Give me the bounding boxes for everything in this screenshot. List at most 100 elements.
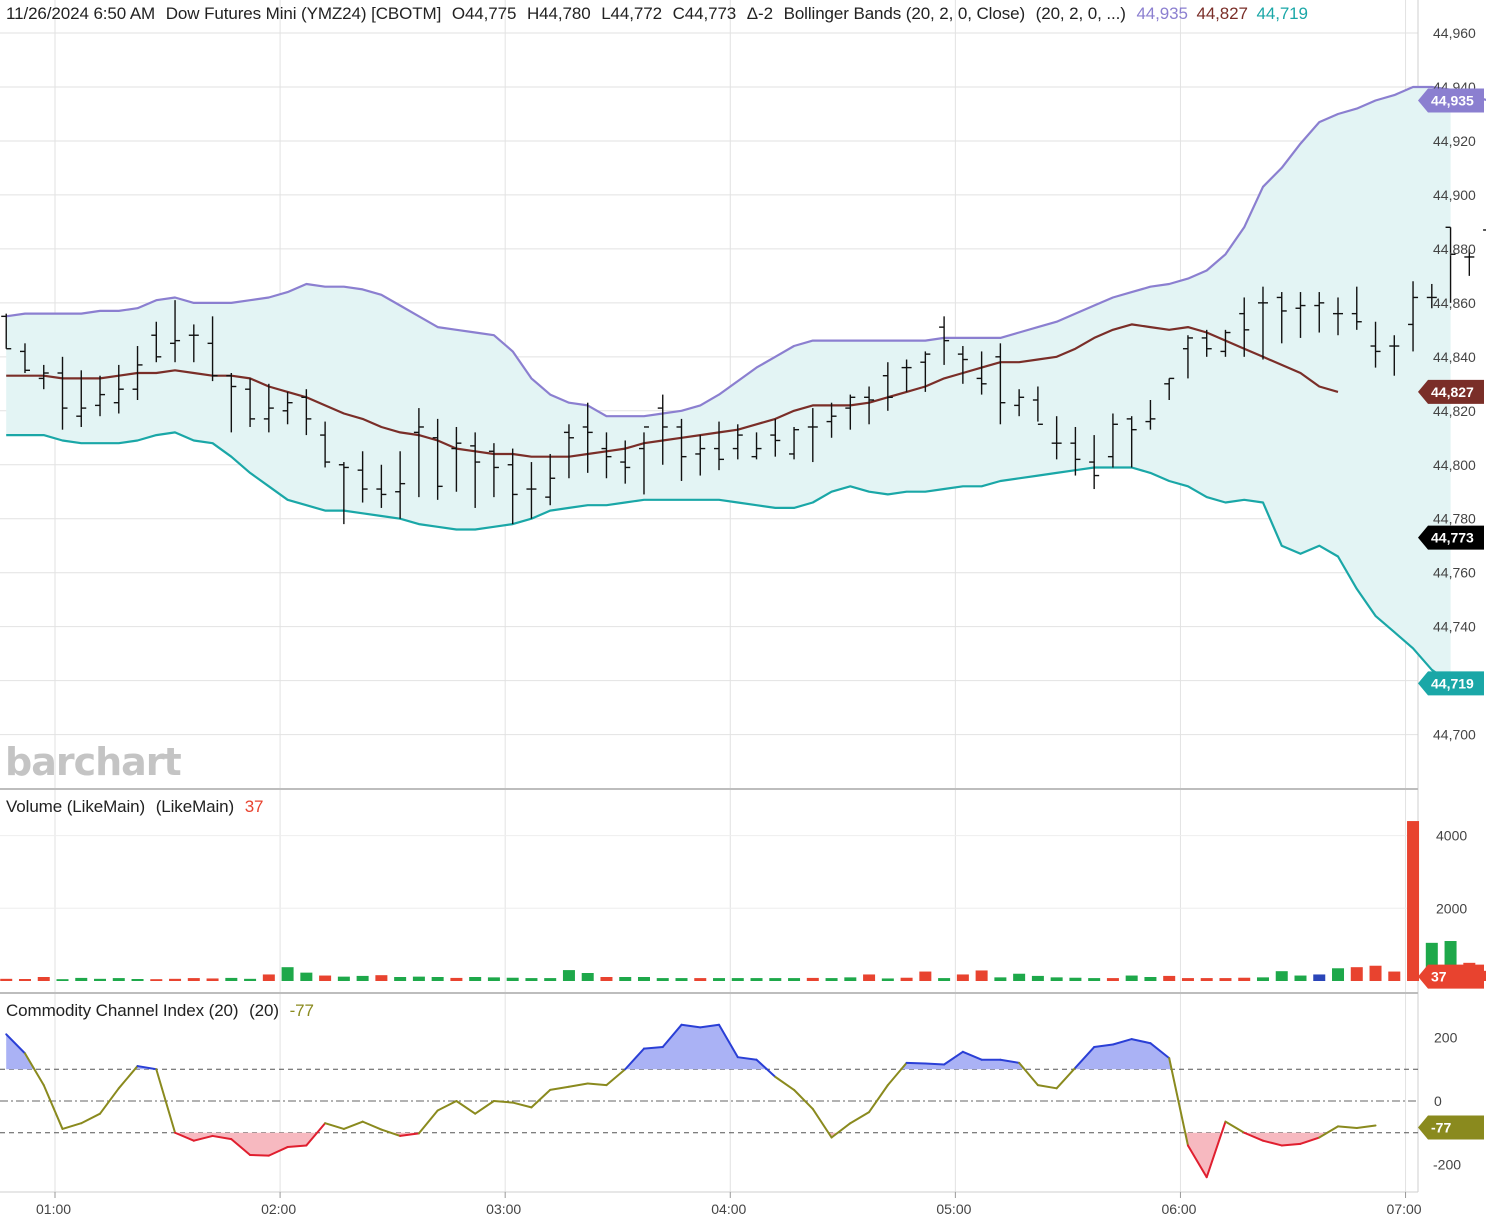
ohlc-bar [1426, 283, 1437, 309]
volume-bar [1069, 977, 1082, 981]
ohlc-bar [95, 375, 106, 417]
cci-line-segment [286, 1144, 308, 1149]
cci-line-segment [380, 1128, 402, 1137]
cci-title[interactable]: Commodity Channel Index (20) [6, 1001, 239, 1020]
volume-bar [900, 977, 913, 981]
ohlc-bar [1333, 297, 1344, 336]
ohlc-bar [338, 462, 349, 525]
cci-params[interactable]: (20) [249, 1001, 279, 1020]
cci-oversold-fill [175, 1132, 1328, 1178]
volume-bar [337, 976, 350, 981]
cci-line-segment [924, 1062, 946, 1066]
volume-bar [994, 977, 1007, 981]
last-price-badge: 44,773 [1418, 525, 1484, 550]
ohlc-bar [432, 418, 443, 500]
volume-title[interactable]: Volume (LikeMain) [6, 797, 146, 816]
cci-panel-header: Commodity Channel Index (20) (20) -77 [6, 1001, 320, 1021]
header-study-params[interactable]: (20, 2, 0, ...) [1035, 4, 1126, 23]
header-study[interactable]: Bollinger Bands (20, 2, 0, Close) [783, 4, 1026, 23]
cci-line-segment [492, 1100, 514, 1104]
volume-bar [1350, 967, 1363, 981]
volume-bar [806, 977, 819, 981]
header-instrument: Dow Futures Mini (YMZ24) [CBOTM] [165, 4, 442, 23]
cci-line-segment [511, 1101, 533, 1109]
cci-line-segment [42, 1084, 64, 1130]
cci-line-segment [999, 1058, 1021, 1064]
volume-bar [694, 978, 707, 981]
volume-bar [1388, 971, 1401, 981]
volume-bar [1125, 975, 1138, 981]
ohlc-bar [188, 324, 199, 363]
volume-bar [0, 978, 13, 981]
cci-line-segment [305, 1122, 327, 1147]
volume-bar [788, 978, 801, 981]
ohlc-bar [789, 426, 800, 460]
header-upper-value: 44,935 [1136, 4, 1188, 23]
ohlc-bar [695, 435, 706, 476]
volume-bar [1256, 977, 1269, 981]
price-axis-tick-label: 44,960 [1433, 25, 1476, 41]
cci-line-segment [324, 1122, 345, 1130]
ohlc-bar [57, 356, 68, 430]
volume-bar [1013, 973, 1026, 981]
ohlc-bar [263, 383, 274, 433]
ohlc-bar [76, 370, 87, 427]
cci-line-segment [1130, 1038, 1152, 1045]
ohlc-bar [1164, 377, 1175, 400]
volume-bar [731, 978, 744, 981]
ohlc-bar [1220, 329, 1231, 357]
volume-bar [919, 971, 932, 981]
ohlc-bar [563, 424, 574, 479]
volume-bar [1332, 968, 1345, 981]
volume-bar [262, 974, 275, 981]
upper-band-line [6, 85, 1486, 418]
volume-bar [525, 978, 538, 981]
cci-line-segment [774, 1075, 796, 1091]
ohlc-bar [882, 362, 893, 411]
ohlc-bar [1295, 292, 1306, 338]
volume-bar [769, 978, 782, 981]
volume-value-badge: 37 [1418, 964, 1484, 989]
cci-value: -77 [289, 1001, 314, 1020]
ohlc-bar [1032, 386, 1043, 425]
ohlc-bar [1107, 413, 1118, 468]
header-high: H44,780 [526, 4, 591, 23]
volume-bar [450, 977, 463, 981]
ohlc-bar [1445, 226, 1456, 303]
cci-line-segment [1318, 1125, 1340, 1139]
bollinger-band-fill [6, 87, 1451, 684]
cci-line-segment [605, 1068, 627, 1087]
cci-line-segment [417, 1109, 439, 1135]
cci-line-segment [1055, 1066, 1077, 1090]
ohlc-bar [1182, 335, 1193, 379]
volume-panel-header: Volume (LikeMain) (LikeMain) 37 [6, 797, 269, 817]
ohlc-bar [1, 313, 12, 350]
volume-bar [487, 977, 500, 981]
time-axis-tick-label: 04:00 [711, 1201, 746, 1217]
cci-value-badge-label: -77 [1431, 1119, 1451, 1135]
cci-line-segment [5, 1033, 26, 1055]
volume-params[interactable]: (LikeMain) [155, 797, 235, 816]
ohlc-bar [245, 378, 256, 427]
ohlc-bar [282, 391, 293, 425]
volume-bar [244, 978, 257, 981]
cci-axis-tick-label: 200 [1434, 1030, 1458, 1046]
ohlc-bar [545, 453, 556, 506]
middle-band-price-badge-label: 44,827 [1431, 384, 1474, 400]
volume-bar [1407, 821, 1420, 981]
ohlc-bar [807, 408, 818, 463]
volume-bar [18, 979, 31, 981]
ohlc-bar [770, 418, 781, 457]
ohlc-bar [170, 300, 181, 363]
lower-band-line [6, 431, 1452, 685]
ohlc-bar [1014, 389, 1025, 417]
volume-bar [150, 979, 163, 981]
cci-line-segment [905, 1061, 927, 1065]
ohlc-bar [1089, 435, 1100, 490]
ohlc-bar [526, 462, 537, 519]
ohlc-bar [657, 394, 668, 465]
cci-line-segment [155, 1068, 177, 1134]
volume-value: 37 [244, 797, 264, 816]
middle-band-price-badge: 44,827 [1418, 379, 1484, 404]
